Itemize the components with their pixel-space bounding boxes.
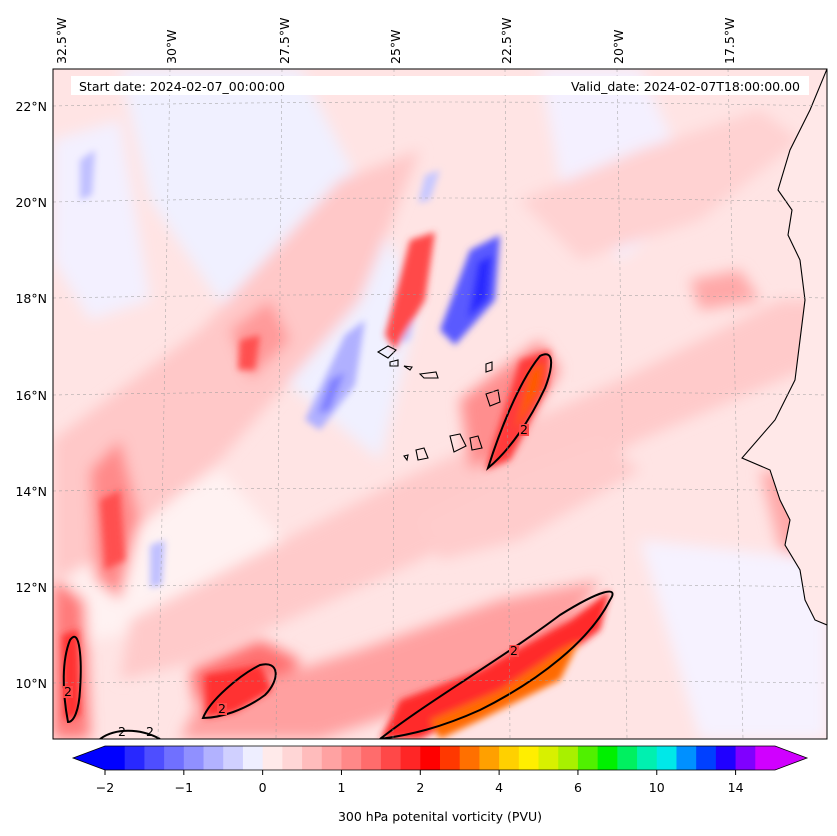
colorbar-cell [420, 746, 441, 770]
lon-label: 25°W [388, 29, 403, 64]
colorbar-cell [124, 746, 146, 770]
lat-label: 16°N [15, 388, 47, 403]
lat-label: 10°N [15, 676, 47, 691]
contour-label: 2 [118, 724, 126, 739]
colorbar-tick-label: 4 [495, 780, 503, 795]
colorbar-cell [203, 746, 224, 770]
colorbar-cell [499, 746, 520, 770]
colorbar-cell [440, 746, 461, 770]
colorbar-cell [105, 746, 126, 770]
lon-label: 22.5°W [499, 18, 514, 64]
colorbar-cell [558, 746, 579, 770]
colorbar-cell [321, 746, 343, 770]
lat-label: 14°N [15, 484, 47, 499]
colorbar-tick-label: −1 [175, 780, 193, 795]
map-frame [52, 68, 828, 740]
colorbar-cell [656, 746, 678, 770]
colorbar-cell [538, 746, 559, 770]
colorbar-cell [380, 746, 402, 770]
colorbar-cell [361, 746, 382, 770]
cape-verde-islands [376, 345, 501, 462]
colorbar-cell [597, 746, 618, 770]
colorbar-tick-label: 1 [337, 780, 345, 795]
colorbar-cell [735, 746, 756, 770]
colorbar-tick-label: −2 [96, 780, 114, 795]
colorbar-ticks: −2 −1 0 1 2 4 6 10 14 [96, 770, 744, 795]
lat-labels: 22°N 20°N 18°N 16°N 14°N 12°N 10°N [15, 99, 47, 691]
colorbar-tick-label: 2 [416, 780, 424, 795]
colorbar-cell [696, 746, 717, 770]
colorbar-cell [223, 746, 244, 770]
colorbar-cell [400, 746, 421, 770]
colorbar-cell [459, 746, 481, 770]
colorbar-cell [637, 746, 658, 770]
contour-label: 2 [510, 643, 518, 658]
colorbar-cell [577, 746, 599, 770]
colorbar-tick-label: 0 [259, 780, 267, 795]
colorbar-cell [183, 746, 205, 770]
contour-labels: 2 2 2 2 2 2 [63, 422, 529, 739]
lat-label: 22°N [15, 99, 47, 114]
contour-label: 2 [64, 684, 72, 699]
colorbar-cell [242, 746, 264, 770]
colorbar-title: 300 hPa potenital vorticity (PVU) [338, 809, 542, 824]
colorbar: −2 −1 0 1 2 4 6 10 14 300 hPa potenital vorticit… [71, 745, 809, 824]
lon-labels: 32.5°W 30°W 27.5°W 25°W 22.5°W 20°W 17.5… [54, 18, 737, 64]
colorbar-min-extend [73, 746, 105, 770]
africa-coastline [741, 69, 827, 626]
colorbar-cell [755, 746, 776, 770]
colorbar-tick-label: 14 [728, 780, 744, 795]
colorbar-cell [617, 746, 638, 770]
valid-date-label: Valid_date: 2024-02-07T18:00:00.00 [571, 79, 800, 94]
lat-label: 18°N [15, 291, 47, 306]
colorbar-cells [105, 746, 776, 770]
lon-label: 32.5°W [54, 18, 69, 64]
colorbar-cell [479, 746, 500, 770]
gridlines [53, 69, 827, 739]
contour-label: 2 [520, 422, 528, 437]
colorbar-tick-label: 10 [649, 780, 665, 795]
pv-field: 2 2 2 2 2 2 [53, 69, 827, 739]
colorbar-cell [282, 746, 303, 770]
lon-label: 20°W [611, 29, 626, 64]
colorbar-cell [518, 746, 540, 770]
lon-label: 30°W [164, 29, 179, 64]
lat-label: 12°N [15, 580, 47, 595]
lat-label: 20°N [15, 195, 47, 210]
colorbar-cell [715, 746, 737, 770]
colorbar-cell [144, 746, 165, 770]
info-box [71, 76, 809, 95]
colorbar-cell [676, 746, 697, 770]
colorbar-cell [262, 746, 283, 770]
colorbar-max-extend [775, 746, 807, 770]
contour-label: 2 [218, 701, 226, 716]
lon-label: 17.5°W [722, 18, 737, 64]
colorbar-tick-label: 6 [574, 780, 582, 795]
colorbar-cell [302, 746, 323, 770]
contour-label: 2 [146, 724, 154, 739]
colorbar-cell [164, 746, 185, 770]
colorbar-cell [341, 746, 362, 770]
lon-label: 27.5°W [277, 18, 292, 64]
start-date-label: Start date: 2024-02-07_00:00:00 [79, 79, 285, 94]
